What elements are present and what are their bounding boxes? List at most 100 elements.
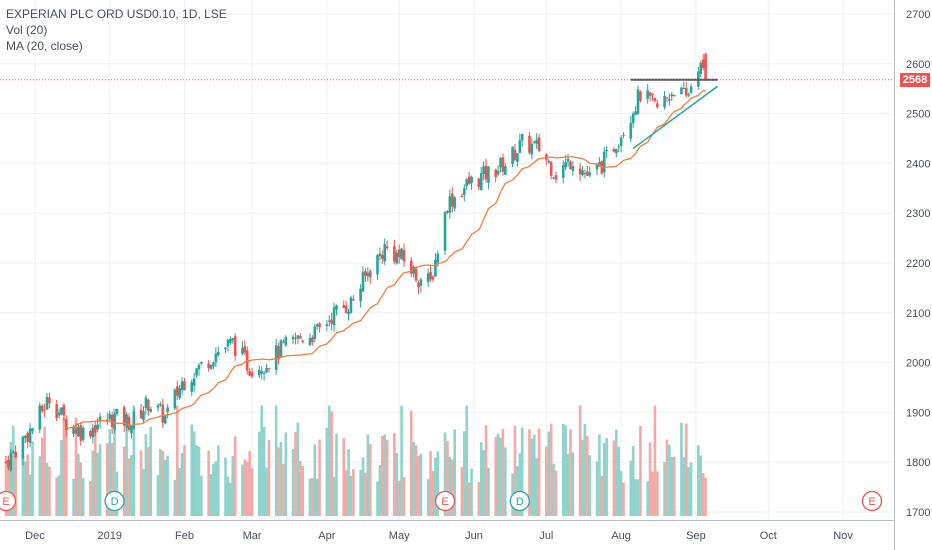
event-marker-D[interactable]: D bbox=[104, 490, 125, 512]
volume-bar bbox=[431, 470, 435, 516]
volume-bar bbox=[364, 472, 367, 516]
volume-bar bbox=[554, 470, 558, 516]
volume-bar bbox=[207, 450, 210, 516]
candle-body bbox=[561, 165, 565, 178]
time-axis[interactable]: Dec 2019 Feb Mar Apr May Jun Jul Aug Sep Oct Nov bbox=[0, 520, 894, 543]
volume-bar bbox=[470, 468, 473, 516]
candle-body bbox=[409, 260, 413, 274]
time-tick-label: Mar bbox=[243, 530, 262, 542]
volume-bar bbox=[180, 452, 184, 516]
volume-bar bbox=[656, 471, 659, 516]
volume-bar bbox=[682, 457, 686, 516]
volume-bar bbox=[243, 459, 247, 516]
candle-body bbox=[487, 166, 490, 183]
volume-bar bbox=[687, 467, 690, 516]
volume-bar bbox=[65, 431, 68, 516]
candle-body bbox=[231, 338, 235, 341]
candle-body bbox=[615, 149, 618, 154]
volume-bar bbox=[646, 481, 649, 516]
candle-body bbox=[115, 408, 119, 414]
volume-bar bbox=[127, 458, 131, 516]
candle-body bbox=[359, 288, 362, 302]
candle-body bbox=[670, 94, 674, 96]
candle-body bbox=[195, 368, 198, 376]
candle-body bbox=[520, 133, 524, 141]
volume-bar bbox=[414, 445, 418, 516]
candle-body bbox=[347, 311, 350, 315]
candle-body bbox=[631, 113, 635, 124]
volume-bar bbox=[62, 417, 66, 516]
volume-bar bbox=[163, 459, 167, 516]
volume-bar bbox=[279, 441, 283, 516]
volume-bar bbox=[327, 405, 331, 516]
volume-bar bbox=[296, 422, 300, 516]
candle-body bbox=[142, 411, 145, 421]
ma-indicator-label[interactable]: MA (20, close) bbox=[6, 39, 83, 53]
candle-body bbox=[419, 279, 423, 286]
volume-bar bbox=[446, 440, 449, 516]
candle-body bbox=[622, 135, 625, 137]
candle-body bbox=[147, 399, 150, 411]
volume-bar bbox=[518, 453, 522, 516]
volume-bar bbox=[48, 466, 51, 516]
volume-bar bbox=[190, 424, 194, 516]
volume-bar bbox=[571, 452, 575, 516]
candle-body bbox=[113, 413, 116, 430]
candle-body bbox=[588, 172, 592, 176]
volume-bar bbox=[581, 439, 584, 516]
volume-bar bbox=[311, 478, 314, 516]
candle-body bbox=[212, 362, 215, 367]
candle-body bbox=[243, 346, 247, 353]
candle-body bbox=[89, 431, 92, 437]
candle-body bbox=[301, 340, 305, 343]
time-tick-label: Jul bbox=[539, 530, 553, 542]
volume-bar bbox=[298, 460, 302, 516]
volume-bar bbox=[96, 452, 99, 516]
symbol-title[interactable]: EXPERIAN PLC ORD USD0.10, 1D, LSE bbox=[6, 7, 227, 21]
volume-bar bbox=[23, 461, 27, 516]
volume-bar bbox=[453, 429, 456, 516]
event-marker-E[interactable]: E bbox=[861, 490, 883, 512]
volume-bar bbox=[98, 444, 102, 516]
candle-body bbox=[494, 169, 497, 177]
candle-body bbox=[501, 157, 505, 172]
volume-bar bbox=[144, 434, 148, 516]
volume-bar bbox=[9, 442, 13, 516]
volume-bar bbox=[81, 478, 85, 516]
candle-body bbox=[57, 412, 61, 416]
volume-bar bbox=[313, 444, 317, 516]
event-marker-E[interactable]: E bbox=[434, 490, 456, 512]
volume-bar bbox=[697, 445, 700, 516]
candle-body bbox=[378, 253, 382, 257]
volume-indicator-label[interactable]: Vol (20) bbox=[6, 23, 48, 37]
volume-bar bbox=[212, 463, 215, 516]
volume-bar bbox=[274, 405, 278, 516]
candle-body bbox=[74, 428, 78, 434]
candle-body bbox=[569, 161, 572, 169]
candle-body bbox=[381, 254, 384, 259]
volume-bar bbox=[332, 476, 336, 516]
volume-bar bbox=[142, 468, 145, 516]
volume-bar bbox=[77, 453, 80, 516]
candle-body bbox=[48, 397, 51, 404]
event-marker-E[interactable]: E bbox=[0, 490, 17, 512]
volume-bar bbox=[622, 482, 625, 516]
candle-body bbox=[79, 425, 83, 441]
volume-bar bbox=[561, 424, 565, 516]
volume-bar bbox=[668, 444, 671, 516]
time-tick-label: Oct bbox=[760, 530, 777, 542]
candle-body bbox=[393, 246, 396, 262]
event-marker-D[interactable]: D bbox=[509, 490, 530, 512]
volume-bar bbox=[325, 427, 329, 516]
time-tick-label: Dec bbox=[25, 530, 45, 542]
candle-body bbox=[364, 271, 367, 276]
price-axis[interactable]: 1700 1800 1900 2000 2100 2200 2300 2400 2500 2600… bbox=[894, 0, 931, 550]
volume-bar bbox=[267, 439, 271, 516]
candle-body bbox=[224, 347, 227, 350]
volume-bar bbox=[460, 467, 464, 516]
volume-bar bbox=[209, 473, 213, 516]
volume-bars bbox=[4, 405, 707, 516]
volume-bar bbox=[699, 455, 703, 516]
